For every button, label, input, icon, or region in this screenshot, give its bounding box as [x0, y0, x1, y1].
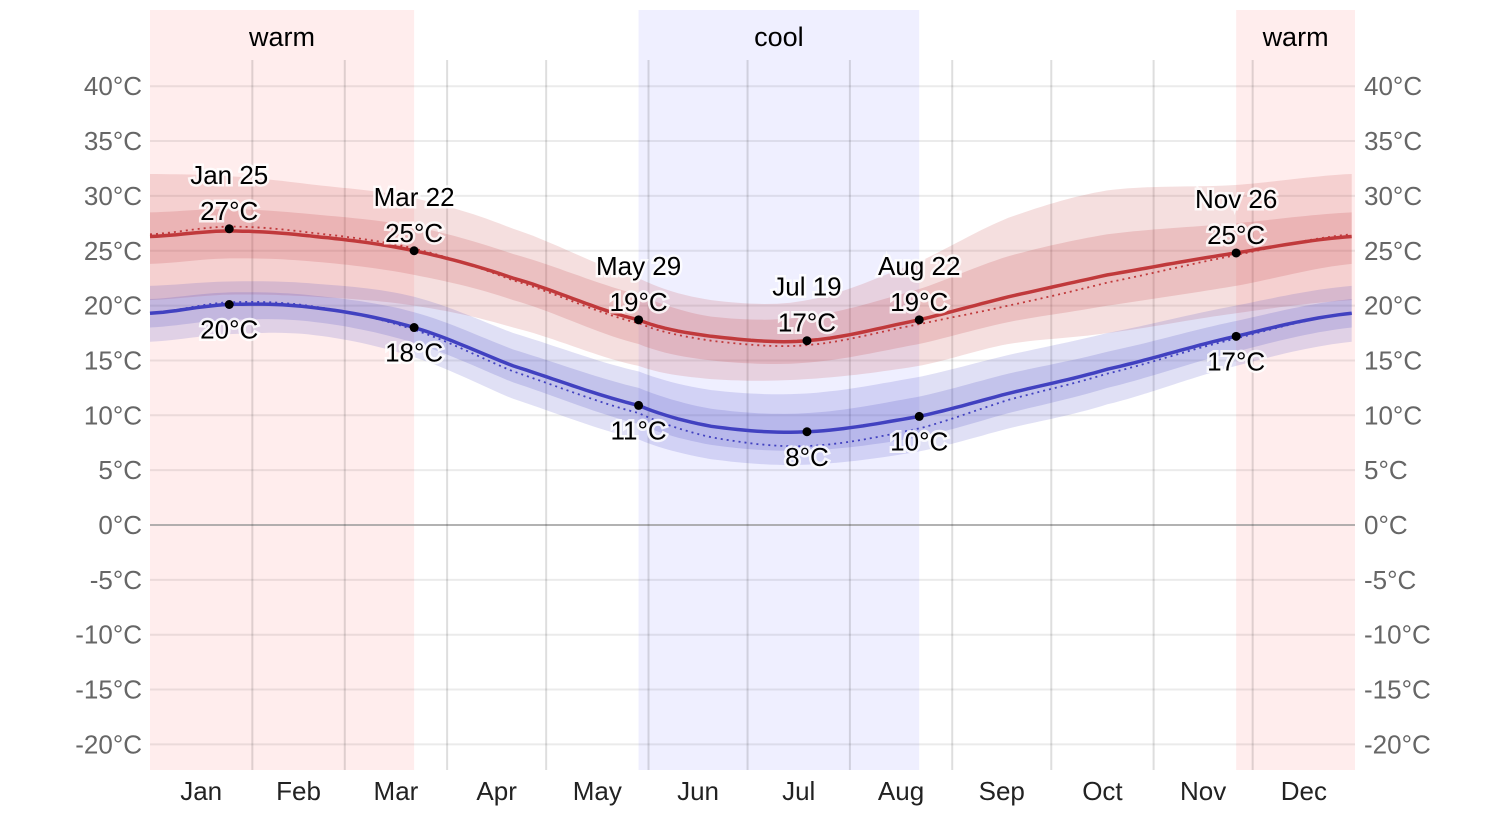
- low-average-line: [149, 302, 1352, 434]
- month-label: Nov: [1180, 776, 1226, 806]
- high-marker: [224, 224, 234, 234]
- season-band-cool: [638, 10, 920, 770]
- month-label: Jul: [782, 776, 815, 806]
- season-label: warm: [248, 22, 315, 52]
- annotation-high: 27°C: [200, 196, 258, 226]
- annotation-low: 8°C: [785, 442, 829, 472]
- y-tick-left: 0°C: [98, 510, 142, 540]
- low-band-25-75: [150, 292, 1352, 451]
- high-marker: [1231, 248, 1241, 258]
- month-label: Dec: [1281, 776, 1327, 806]
- annotation-date: Nov 26: [1195, 184, 1277, 214]
- annotation-high: 19°C: [610, 287, 668, 317]
- high-marker: [914, 315, 924, 325]
- y-tick-left: -15°C: [75, 675, 142, 705]
- y-tick-left: 25°C: [84, 236, 142, 266]
- annotation-date: Aug 22: [878, 251, 960, 281]
- low-marker: [914, 411, 924, 421]
- high-band-25-75: [150, 209, 1352, 364]
- month-label: Jan: [180, 776, 222, 806]
- annotation-date: Jul 19: [772, 272, 841, 302]
- y-tick-left: -5°C: [90, 565, 142, 595]
- low-band-10-90: [150, 281, 1352, 465]
- month-label: Oct: [1082, 776, 1123, 806]
- low-marker: [1231, 331, 1241, 341]
- annotation-low: 20°C: [200, 315, 258, 345]
- low-marker: [409, 323, 419, 333]
- month-label: May: [573, 776, 622, 806]
- y-tick-right: 0°C: [1364, 510, 1408, 540]
- annotation-low: 17°C: [1207, 346, 1265, 376]
- season-band-warm: [150, 10, 415, 770]
- y-tick-left: 5°C: [98, 455, 142, 485]
- y-tick-right: 35°C: [1364, 126, 1422, 156]
- annotation-date: Jan 25: [190, 160, 268, 190]
- y-tick-right: 10°C: [1364, 400, 1422, 430]
- y-tick-left: -20°C: [75, 729, 142, 759]
- low-dotted-line: [149, 301, 1352, 448]
- month-label: Mar: [374, 776, 419, 806]
- y-tick-left: -10°C: [75, 620, 142, 650]
- y-tick-left: 15°C: [84, 345, 142, 375]
- annotation-high: 25°C: [1207, 220, 1265, 250]
- high-band-10-90: [150, 174, 1352, 381]
- y-tick-right: 30°C: [1364, 181, 1422, 211]
- month-label: Apr: [476, 776, 517, 806]
- y-tick-left: 20°C: [84, 291, 142, 321]
- y-tick-right: -5°C: [1364, 565, 1416, 595]
- annotation-low: 10°C: [890, 426, 948, 456]
- high-marker: [409, 246, 419, 256]
- annotation-low: 11°C: [611, 415, 667, 445]
- season-label: cool: [754, 22, 804, 52]
- high-average-line: [149, 229, 1352, 344]
- month-label: Jun: [677, 776, 719, 806]
- low-marker: [802, 427, 812, 437]
- annotation-high: 25°C: [385, 218, 443, 248]
- y-tick-right: 5°C: [1364, 455, 1408, 485]
- y-tick-left: 40°C: [84, 71, 142, 101]
- season-label: warm: [1262, 22, 1329, 52]
- month-label: Feb: [276, 776, 321, 806]
- low-marker: [224, 300, 234, 310]
- high-marker: [634, 315, 644, 325]
- y-tick-left: 30°C: [84, 181, 142, 211]
- annotation-high: 19°C: [890, 287, 948, 317]
- month-label: Sep: [979, 776, 1025, 806]
- y-tick-right: 15°C: [1364, 345, 1422, 375]
- annotation-high: 17°C: [778, 308, 836, 338]
- y-tick-right: 20°C: [1364, 291, 1422, 321]
- y-tick-left: 35°C: [84, 126, 142, 156]
- low-marker: [634, 400, 644, 410]
- annotation-date: Mar 22: [374, 182, 455, 212]
- annotation-low: 18°C: [385, 338, 443, 368]
- y-tick-right: -10°C: [1364, 620, 1431, 650]
- month-label: Aug: [878, 776, 924, 806]
- y-tick-right: 40°C: [1364, 71, 1422, 101]
- high-marker: [802, 336, 812, 346]
- season-band-warm: [1236, 10, 1355, 770]
- y-tick-right: -20°C: [1364, 729, 1431, 759]
- y-tick-left: 10°C: [84, 400, 142, 430]
- y-tick-right: -15°C: [1364, 675, 1431, 705]
- y-tick-right: 25°C: [1364, 236, 1422, 266]
- annotation-date: May 29: [596, 251, 681, 281]
